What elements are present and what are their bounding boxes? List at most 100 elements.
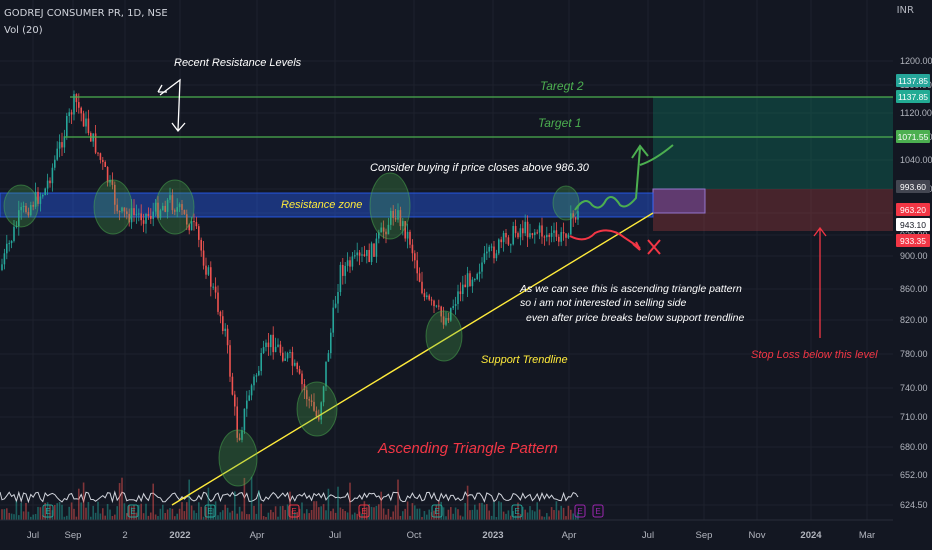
stop-loss-zone[interactable] (653, 189, 893, 231)
volume-bar (114, 514, 116, 520)
candle-body (25, 205, 27, 213)
volume-bar (337, 486, 339, 520)
candle-body (3, 253, 6, 265)
candle-body (572, 213, 574, 218)
candle-body (526, 221, 529, 238)
symbol-title[interactable]: GODREJ CONSUMER PR, 1D, NSE (4, 8, 168, 19)
volume-bar (500, 502, 502, 520)
candle-body (330, 332, 332, 354)
price-tick-label: 680.00 (900, 442, 928, 452)
volume-bar (498, 501, 500, 520)
price-tag-label: 1137.85 (898, 76, 928, 86)
candle-body (140, 213, 142, 221)
volume-bar (538, 509, 541, 520)
candle-body (10, 240, 13, 244)
volume-bar (558, 510, 560, 520)
candle-body (546, 234, 548, 238)
candle-body (332, 307, 334, 333)
volume-bar (534, 511, 536, 520)
event-marker-label: E (577, 507, 582, 516)
candle-body (27, 212, 30, 216)
volume-bar (454, 507, 457, 520)
volume-bar (541, 516, 543, 520)
candle-body (392, 210, 394, 218)
target-profit-zone[interactable] (653, 97, 893, 189)
volume-bar (327, 488, 330, 520)
price-axis[interactable]: 1200.001160.001120.001080.001040.001000.… (900, 56, 932, 510)
candle-body (183, 209, 186, 215)
candle-body (313, 401, 315, 411)
candle-body (538, 225, 541, 233)
volume-bar (27, 511, 30, 520)
candle-body (39, 196, 42, 204)
pattern-note-line3: even after price breaks below support tr… (526, 312, 744, 324)
target1-label: Target 1 (538, 116, 582, 130)
candle-body (80, 107, 82, 114)
volume-bar (238, 506, 241, 520)
volume-bar (32, 514, 34, 520)
volume-bar (315, 501, 318, 520)
candle-body (478, 271, 481, 274)
price-tag (896, 218, 930, 231)
candle-body (246, 400, 248, 409)
volume-bar (241, 511, 243, 520)
entry-box[interactable] (652, 188, 706, 214)
candle-body (188, 224, 190, 231)
chart-grid (0, 0, 893, 520)
cross-icon (647, 239, 661, 255)
event-marker (204, 504, 216, 518)
volume-bar (145, 503, 147, 520)
candle-body (514, 226, 517, 234)
candle-body (253, 376, 255, 386)
price-tick-label: 1040.00 (900, 155, 932, 165)
candle-body (354, 255, 356, 257)
candle-body (474, 279, 476, 281)
volume-bar (92, 505, 94, 520)
volume-bar (123, 503, 126, 520)
price-tick-label: 1200.00 (900, 56, 932, 66)
volume-bar (147, 515, 150, 520)
candle-body (56, 148, 58, 160)
volume-bar (366, 507, 368, 520)
volume-bar (507, 510, 510, 520)
candle-body (560, 232, 562, 242)
candle-body (507, 237, 510, 245)
volume-bar (66, 515, 68, 520)
candle-body (250, 385, 253, 396)
candle-body (459, 291, 462, 295)
price-tag-label: 943.10 (900, 220, 926, 230)
candle-body (236, 406, 238, 438)
volume-bar (303, 513, 306, 520)
volume-bar (488, 510, 490, 520)
price-tag-label: 1137.85 (898, 92, 928, 102)
candle-body (135, 214, 138, 216)
resistance-zone-band[interactable] (0, 192, 654, 218)
candle-body (464, 284, 466, 288)
volume-indicator-label[interactable]: Vol (20) (4, 25, 43, 36)
volume-bar (356, 513, 358, 520)
volume-bar (236, 513, 238, 520)
time-axis[interactable]: Jul Sep 2 2022 Apr Jul Oct 2023 Apr Jul Sep Nov 2024… (27, 530, 875, 541)
volume-bar (128, 505, 130, 520)
volume-bar (8, 512, 10, 520)
candle-body (282, 352, 284, 361)
candle-body (260, 353, 262, 371)
candle-body (296, 362, 298, 370)
currency-label: INR (896, 5, 914, 16)
event-marker (288, 504, 300, 518)
candle-body (380, 227, 382, 233)
volume-bar (111, 515, 114, 520)
volume-bar (58, 502, 61, 520)
volume-bar (433, 510, 435, 520)
volume-bar (349, 482, 351, 520)
volume-bar (320, 506, 322, 520)
bullish-projection-arrow (574, 144, 674, 211)
candle-body (476, 273, 478, 280)
volume-bar (562, 507, 565, 520)
volume-bar (73, 508, 75, 520)
volume-bar (265, 516, 267, 520)
candle-body (469, 273, 471, 287)
support-trendline[interactable] (171, 212, 654, 506)
candle-body (99, 153, 102, 160)
